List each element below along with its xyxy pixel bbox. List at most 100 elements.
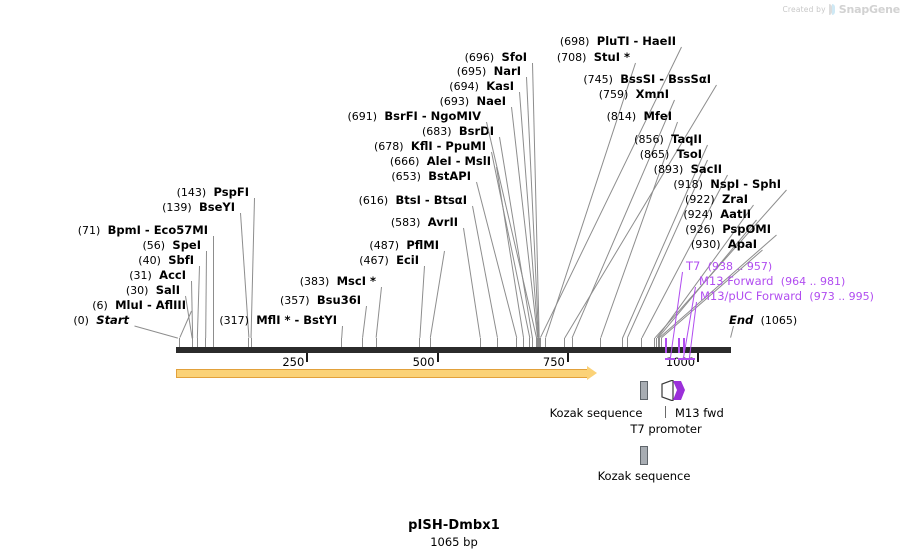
enzyme-name: SbfI [168, 253, 194, 267]
site-tick [419, 338, 421, 347]
enzyme-label: (6) MluI - AflIII [92, 299, 186, 313]
site-tick [537, 338, 539, 347]
enzyme-position: (924) [683, 208, 713, 221]
enzyme-label: (694) KasI [449, 80, 514, 94]
enzyme-position: (693) [439, 95, 470, 108]
primer-range: (964 .. 981) [780, 275, 846, 288]
enzyme-position: (918) [673, 178, 703, 191]
enzyme-name: NaeI [476, 94, 506, 108]
enzyme-label: (865) TsoI [640, 148, 702, 162]
enzyme-leader-line [429, 250, 445, 339]
enzyme-position: (467) [359, 254, 389, 267]
site-tick [539, 338, 541, 347]
enzyme-name: AvrII [427, 215, 458, 229]
enzyme-label: (856) TaqII [634, 133, 702, 147]
site-tick [626, 338, 628, 347]
enzyme-position: (698) [559, 35, 590, 48]
enzyme-position: (745) [583, 73, 613, 86]
enzyme-position: (383) [299, 275, 330, 288]
site-tick [250, 338, 252, 347]
enzyme-name: NarI [493, 64, 521, 78]
enzyme-label: (40) SbfI [138, 253, 194, 268]
enzyme-name: BstAPI [428, 169, 471, 183]
ruler-label: 750 [542, 355, 565, 369]
primer-span-bar [683, 358, 695, 360]
enzyme-position: (856) [634, 133, 664, 146]
ruler-label: 500 [412, 355, 435, 369]
site-tick [658, 338, 660, 347]
site-tick [213, 338, 214, 347]
m13-fwd-arrow-icon [673, 381, 685, 400]
enzyme-label: (695) NarI [457, 64, 521, 79]
primer-span-bar [678, 358, 688, 360]
enzyme-name: Bsu36I [316, 293, 361, 307]
primer-tick [678, 338, 681, 353]
enzyme-name: SalI [155, 283, 180, 297]
enzyme-position: (814) [606, 110, 637, 123]
enzyme-label: (745) BssSI - BssSαI [583, 72, 711, 87]
enzyme-label: (759) XmnI [598, 88, 669, 102]
t7-promoter-icon [661, 380, 674, 401]
enzyme-position: (691) [347, 110, 378, 123]
enzyme-label: (926) PspOMI [685, 223, 771, 237]
enzyme-name: BseYI [198, 200, 235, 214]
site-tick [571, 338, 573, 347]
enzyme-leader-line [544, 62, 636, 339]
enzyme-name: KflI - PpuMI [410, 139, 486, 153]
enzyme-name: EciI [396, 253, 419, 267]
enzyme-name: ZraI [721, 192, 748, 206]
enzyme-name: ApaI [727, 237, 757, 251]
start-position: (0) [73, 314, 89, 327]
enzyme-position: (357) [280, 294, 310, 307]
site-tick [362, 338, 364, 347]
enzyme-label: (143) PspFI [177, 186, 249, 200]
site-tick [516, 338, 518, 347]
enzyme-position: (893) [653, 163, 684, 176]
enzyme-label: (583) AvrII [391, 215, 458, 230]
feature-label-kozak-2: Kozak sequence [597, 469, 691, 483]
site-tick [179, 338, 181, 347]
enzyme-label: (814) MfeI [606, 110, 672, 124]
end-name: End [729, 313, 754, 327]
enzyme-label: (922) ZraI [685, 192, 748, 207]
site-tick [660, 338, 662, 347]
enzyme-label: (383) MscI * [299, 275, 376, 289]
enzyme-label: (696) SfoI [464, 51, 527, 65]
site-tick [205, 338, 207, 347]
primer-tick [683, 338, 686, 353]
enzyme-leader-line [499, 136, 533, 339]
enzyme-position: (759) [598, 88, 629, 101]
orf-arrow-head [587, 366, 597, 380]
enzyme-label: (467) EciI [359, 253, 419, 268]
enzyme-position: (930) [690, 238, 721, 251]
end-position: (1065) [760, 314, 798, 327]
ruler-tick [436, 353, 439, 362]
enzyme-position: (922) [685, 193, 715, 206]
enzyme-position: (696) [464, 51, 495, 64]
site-tick [497, 338, 498, 347]
enzyme-name: NspI - SphI [710, 177, 781, 191]
enzyme-position: (694) [449, 80, 479, 93]
plasmid-backbone [176, 347, 731, 353]
enzyme-name: BssSI - BssSαI [620, 72, 711, 86]
primer-tick [664, 338, 667, 353]
enzyme-name: BsrDI [458, 124, 494, 138]
enzyme-label: (893) SacII [653, 162, 722, 177]
enzyme-position: (487) [369, 239, 399, 252]
enzyme-name: SacII [690, 162, 722, 176]
primer-label: T7 (938 .. 957) [686, 260, 773, 274]
site-tick [538, 338, 540, 347]
enzyme-position: (30) [125, 284, 149, 297]
enzyme-name: PluTI - HaeII [596, 34, 676, 48]
enzyme-label: (693) NaeI [439, 94, 506, 109]
kozak-box-icon [640, 381, 648, 400]
start-label: (0) Start [73, 314, 129, 328]
primer-name: M13/pUC Forward [700, 289, 803, 303]
enzyme-name: BpmI - Eco57MI [107, 223, 208, 237]
plasmid-length: 1065 bp [430, 535, 478, 549]
site-tick [529, 338, 531, 347]
site-tick [341, 338, 343, 347]
site-tick [536, 338, 538, 347]
watermark-brand: SnapGene [838, 3, 900, 16]
primer-range: (938 .. 957) [707, 260, 773, 273]
